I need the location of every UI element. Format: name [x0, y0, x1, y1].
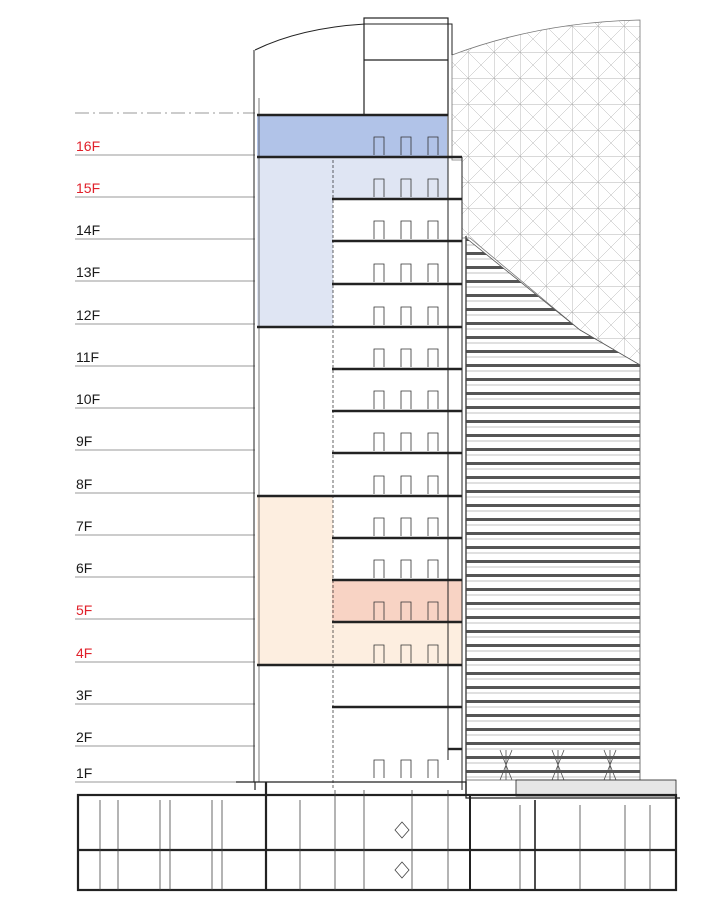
ground-canopy-struts — [499, 749, 617, 781]
basement-outline — [76, 793, 678, 892]
facade-grid-area — [451, 19, 641, 366]
floor-label-14f: 14F — [76, 222, 100, 238]
floor-label-1f: 1F — [76, 765, 92, 781]
openings-16f — [373, 136, 439, 155]
openings-14f — [373, 220, 439, 239]
core-openings — [373, 136, 439, 778]
floor-slabs — [257, 113, 462, 751]
zone-atrium-lower — [257, 497, 333, 664]
floor-label-11f: 11F — [76, 349, 99, 365]
floor-label-7f: 7F — [76, 518, 92, 534]
zone-atrium-upper — [257, 157, 333, 327]
columns-left — [99, 800, 223, 890]
openings-10f — [373, 390, 439, 409]
openings-15f — [373, 178, 439, 197]
floor-label-8f: 8F — [76, 476, 92, 492]
floor-label-13f: 13F — [76, 264, 100, 280]
openings-8f — [373, 475, 439, 494]
floor-zones — [257, 115, 462, 664]
curtain-wall-facade — [451, 19, 641, 795]
canopy-strut-2 — [551, 749, 565, 781]
podium-slab-right — [515, 779, 677, 797]
columns-core — [299, 790, 449, 890]
basement-levels — [76, 782, 678, 892]
zone-15f-core — [332, 157, 448, 199]
openings-12f — [373, 306, 439, 325]
floor-label-group: 16F 15F 14F 13F 12F 11F 10F 9F 8F 7F 6F … — [75, 138, 255, 783]
floor-label-2f: 2F — [76, 729, 92, 745]
openings-11f — [373, 348, 439, 367]
openings-7f — [373, 517, 439, 536]
zone-5f — [332, 580, 462, 622]
ground-line — [236, 781, 680, 799]
floor-label-3f: 3F — [76, 687, 92, 703]
floor-levels: 16F 15F 14F 13F 12F 11F 10F 9F 8F 7F 6F … — [75, 112, 255, 783]
rooftop-structure — [363, 17, 449, 116]
zone-4f — [332, 622, 462, 664]
floor-label-5f: 5F — [76, 602, 92, 618]
stair-marks — [394, 821, 410, 879]
openings-9f — [373, 432, 439, 451]
openings-13f — [373, 263, 439, 282]
basement-columns — [99, 790, 651, 890]
floor-label-12f: 12F — [76, 307, 100, 323]
canopy-strut-3 — [603, 749, 617, 781]
floor-label-10f: 10F — [76, 391, 100, 407]
floor-label-9f: 9F — [76, 433, 92, 449]
canopy-strut-1 — [499, 749, 513, 781]
floor-label-15f: 15F — [76, 180, 100, 196]
openings-5f — [373, 601, 439, 620]
openings-1f — [373, 759, 439, 778]
zone-16f-top — [257, 115, 447, 157]
roof-arc — [254, 23, 453, 55]
floor-label-16f: 16F — [76, 138, 100, 154]
openings-4f — [373, 644, 439, 663]
floor-label-6f: 6F — [76, 560, 92, 576]
openings-6f — [373, 559, 439, 578]
floor-label-4f: 4F — [76, 645, 92, 661]
columns-right — [519, 805, 651, 890]
